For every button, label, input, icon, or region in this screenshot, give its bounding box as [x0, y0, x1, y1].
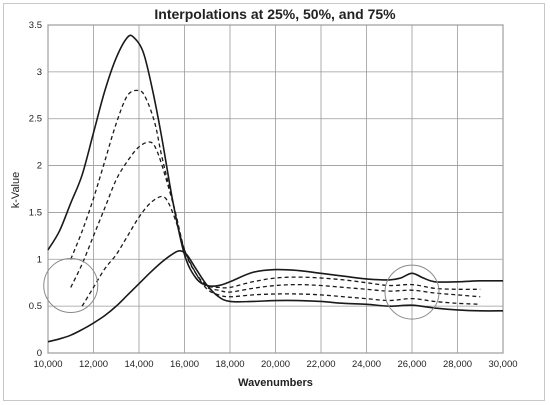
y-tick-label: 3.5 [29, 20, 42, 31]
series-line-2 [70, 89, 481, 290]
grid-lines [47, 24, 504, 354]
x-tick-label: 18,000 [215, 359, 244, 370]
y-tick-label: 1.5 [29, 207, 42, 218]
series-line-1 [47, 34, 504, 288]
x-tick-label: 10,000 [33, 359, 62, 370]
x-tick-label: 16,000 [170, 359, 199, 370]
annotation-group [43, 258, 440, 320]
series-line-5 [47, 250, 504, 343]
x-tick-label: 24,000 [352, 359, 381, 370]
x-axis-label: Wavenumbers [238, 377, 313, 389]
y-tick-label: 3 [37, 67, 42, 78]
highlight-circle [384, 264, 440, 320]
x-tick-label: 30,000 [488, 359, 517, 370]
highlight-circle [43, 258, 99, 314]
x-tick-label: 14,000 [124, 359, 153, 370]
x-tick-labels: 10,000 12,000 14,000 16,000 18,000 20,000 22,0… [33, 359, 517, 370]
x-tick-label: 28,000 [443, 359, 472, 370]
x-tick-label: 22,000 [306, 359, 335, 370]
chart-title: Interpolations at 25%, 50%, and 75% [154, 6, 396, 22]
series-line-3 [70, 141, 481, 298]
x-tick-label: 26,000 [397, 359, 426, 370]
x-tick-label: 12,000 [79, 359, 108, 370]
y-tick-label: 1 [37, 254, 42, 265]
y-tick-labels: 0 0.5 1 1.5 2 2.5 3 3.5 [29, 20, 42, 359]
y-tick-label: 0.5 [29, 301, 42, 312]
y-tick-label: 2 [37, 161, 42, 172]
y-tick-label: 2.5 [29, 114, 42, 125]
x-tick-label: 20,000 [261, 359, 290, 370]
y-tick-label: 0 [37, 348, 42, 359]
series-group [47, 34, 504, 343]
series-line-4 [81, 195, 481, 307]
